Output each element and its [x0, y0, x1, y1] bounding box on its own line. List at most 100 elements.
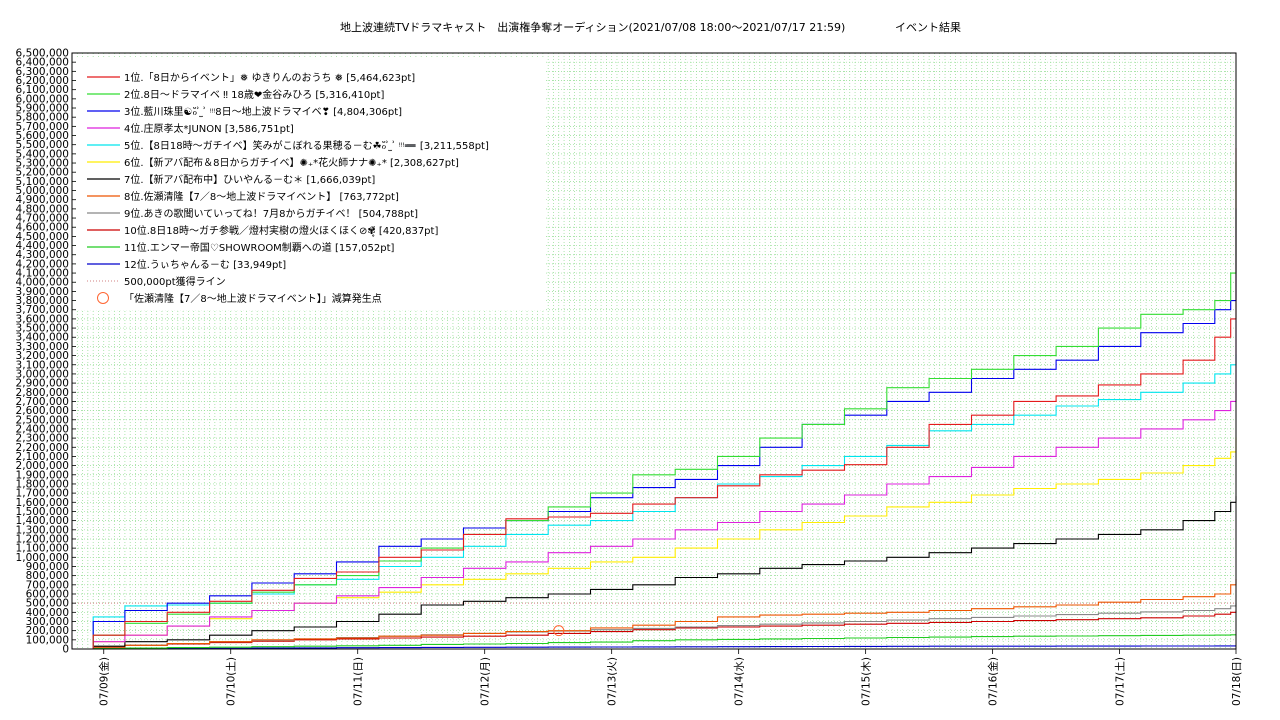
- y-tick-label: 600,000: [26, 588, 69, 600]
- series-line-4: [72, 320, 1237, 650]
- series-line-1: [72, 147, 1237, 650]
- y-tick-label: 500,000: [26, 598, 69, 610]
- y-tick-label: 400,000: [26, 607, 69, 619]
- y-tick-label: 4,200,000: [16, 258, 69, 270]
- y-tick-label: 5,400,000: [16, 148, 69, 160]
- legend-entry: 4位.庄原孝太*JUNON [3,586,751pt]: [124, 122, 294, 135]
- y-tick-label: 4,800,000: [16, 203, 69, 215]
- y-tick-label: 5,600,000: [16, 130, 69, 142]
- y-tick-label: 4,400,000: [16, 240, 69, 252]
- y-tick-label: 2,700,000: [16, 396, 69, 408]
- y-tick-label: 2,200,000: [16, 442, 69, 454]
- y-tick-label: 6,300,000: [16, 66, 69, 78]
- y-tick-label: 3,200,000: [16, 350, 69, 362]
- legend-entry: 7位.【新アバ配布中】ひいやんる－む＊ [1,666,039pt]: [124, 173, 375, 186]
- y-tick-label: 5,200,000: [16, 167, 69, 179]
- legend-swatch-marker: [97, 292, 109, 304]
- y-tick-label: 300,000: [26, 616, 69, 628]
- y-tick-label: 5,900,000: [16, 103, 69, 115]
- y-tick-label: 5,500,000: [16, 139, 69, 151]
- chart-subtitle: イベント結果: [895, 20, 961, 34]
- decrement-marker: [553, 625, 565, 637]
- grid: [71, 52, 1237, 650]
- y-tick-label: 4,100,000: [16, 268, 69, 280]
- x-tick-label: 07/11(日): [353, 657, 365, 706]
- x-tick-label: 07/14(水): [734, 657, 746, 706]
- y-tick-label: 4,000,000: [16, 277, 69, 289]
- y-tick-label: 3,100,000: [16, 359, 69, 371]
- y-tick-label: 1,000,000: [16, 552, 69, 564]
- y-tick-label: 800,000: [26, 570, 69, 582]
- y-tick-label: 1,600,000: [16, 497, 69, 509]
- x-tick-label: 07/12(月): [480, 657, 492, 706]
- y-tick-label: 2,500,000: [16, 414, 69, 426]
- series-line-8: [72, 579, 1237, 650]
- series-line-7: [72, 496, 1237, 650]
- x-tick-label: 07/13(火): [607, 657, 619, 706]
- y-tick-label: 6,000,000: [16, 93, 69, 105]
- y-tick-label: 5,000,000: [16, 185, 69, 197]
- legend-entry-reference: 500,000pt獲得ライン: [124, 275, 226, 288]
- y-tick-label: 6,200,000: [16, 75, 69, 87]
- x-tick-label: 07/09(金): [98, 657, 111, 706]
- y-tick-label: 3,000,000: [16, 368, 69, 380]
- y-tick-label: 4,900,000: [16, 194, 69, 206]
- legend: 1位.「8日からイベント」❅ ゆきりんのおうち ❅ [5,464,623pt] 2…: [76, 58, 546, 310]
- legend-entry: 3位.藍川珠里☯ℴ̆̈ ͗ ̫ ͗ ᵎᵎᵎ8日～地上波ドラマイベ❣ [4,804…: [124, 105, 402, 118]
- y-tick-label: 6,400,000: [16, 57, 69, 69]
- y-tick-label: 4,700,000: [16, 213, 69, 225]
- y-tick-label: 2,800,000: [16, 387, 69, 399]
- decrement-marker-group: [553, 625, 565, 637]
- legend-entry: 9位.あきの歌聞いていってね！7月8からガチイベ！ [504,788pt]: [124, 207, 418, 220]
- plot-frame: [71, 52, 1237, 650]
- series-lines: [72, 147, 1237, 650]
- legend-entry: 6位.【新アバ配布＆8日からガチイベ】✺₊*花火師ナナ✺₊* [2,308,62…: [124, 156, 459, 169]
- y-tick-label: 5,700,000: [16, 121, 69, 133]
- y-tick-label: 700,000: [26, 579, 69, 591]
- x-tick-label: 07/16(金): [987, 657, 1000, 706]
- x-tick-label: 07/10(土): [225, 657, 238, 706]
- y-tick-label: 0: [62, 644, 69, 656]
- y-tick-label: 1,900,000: [16, 469, 69, 481]
- y-tick-label: 4,600,000: [16, 222, 69, 234]
- x-tick-label: 07/15(木): [861, 657, 873, 706]
- y-tick-label: 1,700,000: [16, 488, 69, 500]
- y-tick-label: 3,700,000: [16, 304, 69, 316]
- y-tick-label: 4,500,000: [16, 231, 69, 243]
- legend-entry: 12位.うぃちゃんる－む [33,949pt]: [124, 258, 286, 271]
- y-tick-label: 1,400,000: [16, 515, 69, 527]
- legend-entry: 8位.佐瀬清隆【7／8～地上波ドラマイベント】 [763,772pt]: [124, 190, 399, 203]
- y-tick-label: 4,300,000: [16, 249, 69, 261]
- y-tick-label: 3,800,000: [16, 295, 69, 307]
- legend-box: [76, 58, 546, 310]
- legend-entry: 5位.【8日18時～ガチイベ】笑みがこぼれる果穂る－む☘ℴ̆̈ ͗ ̫ ͗ ᵎᵎ…: [124, 139, 489, 152]
- x-tick-label: 07/18(日): [1231, 657, 1243, 706]
- legend-entry: 11位.エンマー帝国♡SHOWROOM制覇への道 [157,052pt]: [124, 241, 395, 254]
- y-tick-label: 2,000,000: [16, 460, 69, 472]
- y-tick-label: 1,500,000: [16, 506, 69, 518]
- legend-entry: 1位.「8日からイベント」❅ ゆきりんのおうち ❅ [5,464,623pt]: [124, 71, 415, 84]
- y-tick-label: 6,100,000: [16, 84, 69, 96]
- y-tick-label: 3,600,000: [16, 313, 69, 325]
- legend-entry-marker: 「佐瀬清隆【7／8～地上波ドラマイベント】」減算発生点: [124, 292, 382, 305]
- y-tick-label: 2,100,000: [16, 451, 69, 463]
- y-tick-label: 5,100,000: [16, 176, 69, 188]
- y-tick-label: 2,400,000: [16, 423, 69, 435]
- series-line-12: [72, 645, 1236, 650]
- y-tick-label: 5,800,000: [16, 112, 69, 124]
- y-tick-label: 2,600,000: [16, 405, 69, 417]
- y-tick-label: 2,300,000: [16, 433, 69, 445]
- legend-entry: 10位.8日18時～ガチ参戦／燈村実樹の燈火ほくほく⊘✾̥̈́ [420,837…: [124, 224, 438, 237]
- y-tick-label: 1,100,000: [16, 543, 69, 555]
- x-tick-label: 07/17(土): [1114, 657, 1127, 706]
- y-axis: 0100,000200,000300,000400,000500,000600,…: [16, 48, 76, 656]
- y-tick-label: 2,900,000: [16, 378, 69, 390]
- x-axis: 07/09(金) 07/10(土) 07/11(日) 07/12(月) 07/13(火)…: [98, 649, 1243, 706]
- y-tick-label: 900,000: [26, 561, 69, 573]
- y-tick-label: 1,200,000: [16, 533, 69, 545]
- y-tick-label: 1,800,000: [16, 478, 69, 490]
- y-tick-label: 1,300,000: [16, 524, 69, 536]
- chart-title: 地上波連続TVドラマキャスト 出演権争奪オーディション(2021/07/08 1…: [340, 20, 845, 34]
- y-tick-label: 200,000: [26, 625, 69, 637]
